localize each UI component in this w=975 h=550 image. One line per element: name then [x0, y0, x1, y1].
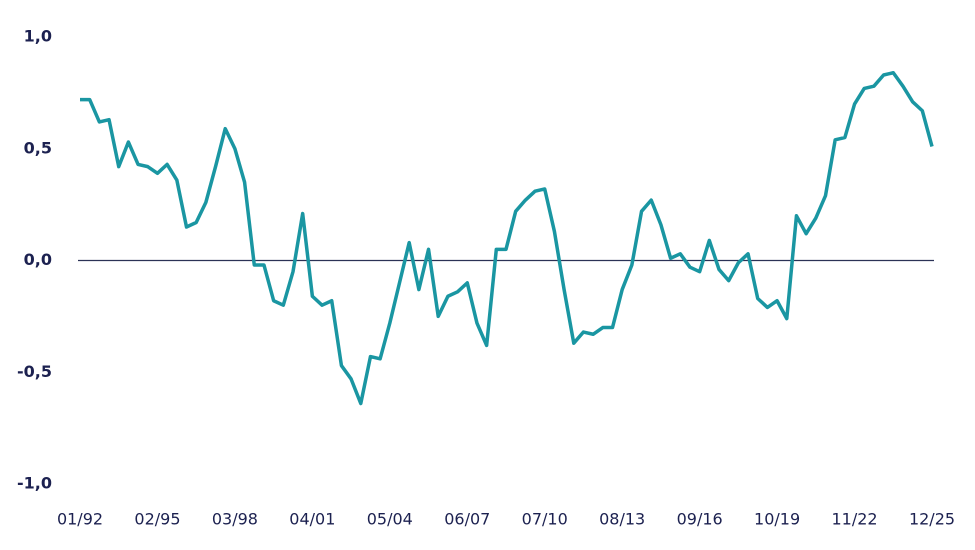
x-tick-label: 02/95: [134, 510, 180, 529]
y-tick-label: -1,0: [17, 474, 52, 493]
y-tick-label: -0,5: [17, 362, 52, 381]
x-tick-label: 12/25: [909, 510, 955, 529]
x-tick-label: 10/19: [754, 510, 800, 529]
x-tick-label: 06/07: [444, 510, 490, 529]
x-tick-label: 07/10: [522, 510, 568, 529]
y-tick-label: 0,0: [24, 250, 52, 269]
x-tick-label: 05/04: [367, 510, 413, 529]
x-tick-label: 01/92: [57, 510, 103, 529]
y-tick-label: 1,0: [24, 27, 52, 46]
x-tick-label: 03/98: [212, 510, 258, 529]
x-tick-label: 04/01: [289, 510, 335, 529]
y-tick-label: 0,5: [24, 138, 52, 157]
x-tick-label: 11/22: [831, 510, 877, 529]
x-tick-label: 08/13: [599, 510, 645, 529]
x-tick-label: 09/16: [677, 510, 723, 529]
data-line: [80, 71, 934, 406]
